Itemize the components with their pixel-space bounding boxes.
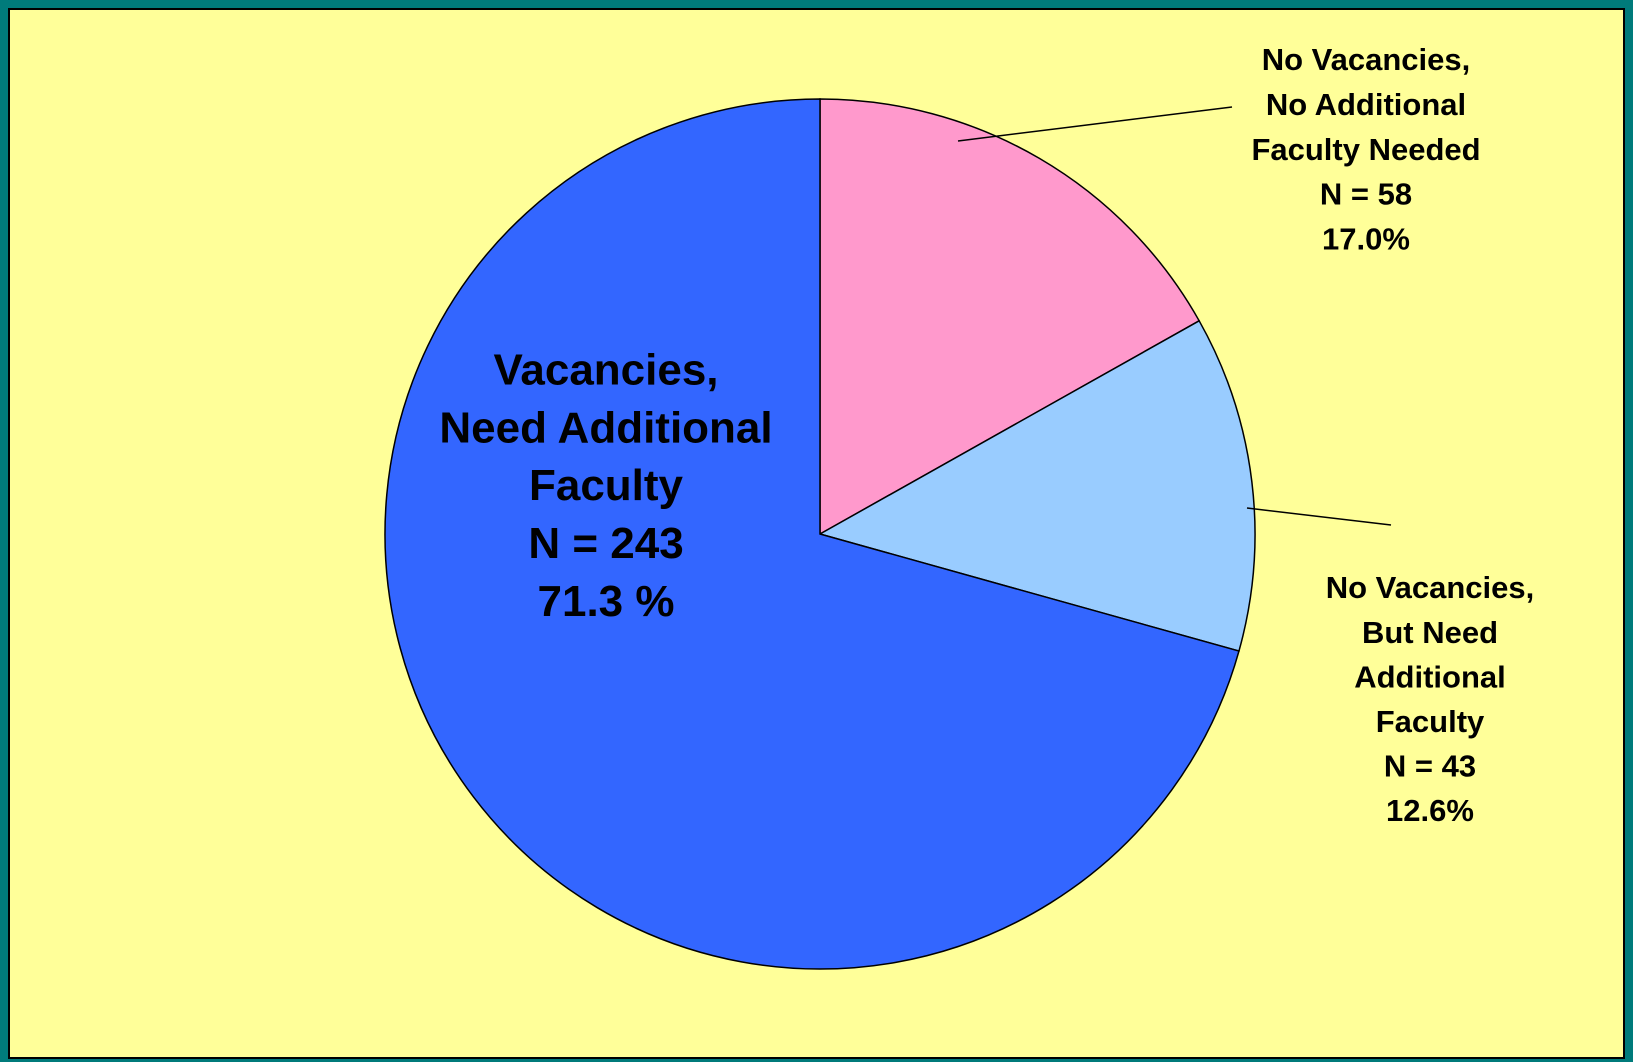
pie-slice bbox=[819, 98, 1201, 536]
value-label: 71.3 % bbox=[538, 577, 675, 626]
slice-label: Additional bbox=[1354, 659, 1506, 694]
slice-label: Faculty bbox=[1376, 704, 1485, 739]
slice-label: Need Additional bbox=[439, 403, 772, 452]
leader-line bbox=[1246, 507, 1392, 526]
pie-slice bbox=[818, 319, 1256, 652]
slice-label: No Additional bbox=[1266, 87, 1466, 122]
slice-label: No Vacancies, bbox=[1262, 42, 1471, 77]
value-label: 12.6% bbox=[1386, 793, 1474, 828]
slice-label: No Vacancies, bbox=[1326, 570, 1535, 605]
slice-label: But Need bbox=[1362, 615, 1498, 650]
value-label: 17.0% bbox=[1322, 221, 1410, 256]
count-label: N = 243 bbox=[528, 519, 683, 568]
slice-label: Vacancies, bbox=[493, 346, 718, 395]
count-label: N = 58 bbox=[1320, 177, 1412, 212]
leader-line bbox=[957, 106, 1233, 142]
slice-label: Faculty bbox=[529, 461, 684, 510]
count-label: N = 43 bbox=[1384, 749, 1476, 784]
pie-slice bbox=[384, 98, 1240, 970]
slice-label: Faculty Needed bbox=[1251, 132, 1480, 167]
